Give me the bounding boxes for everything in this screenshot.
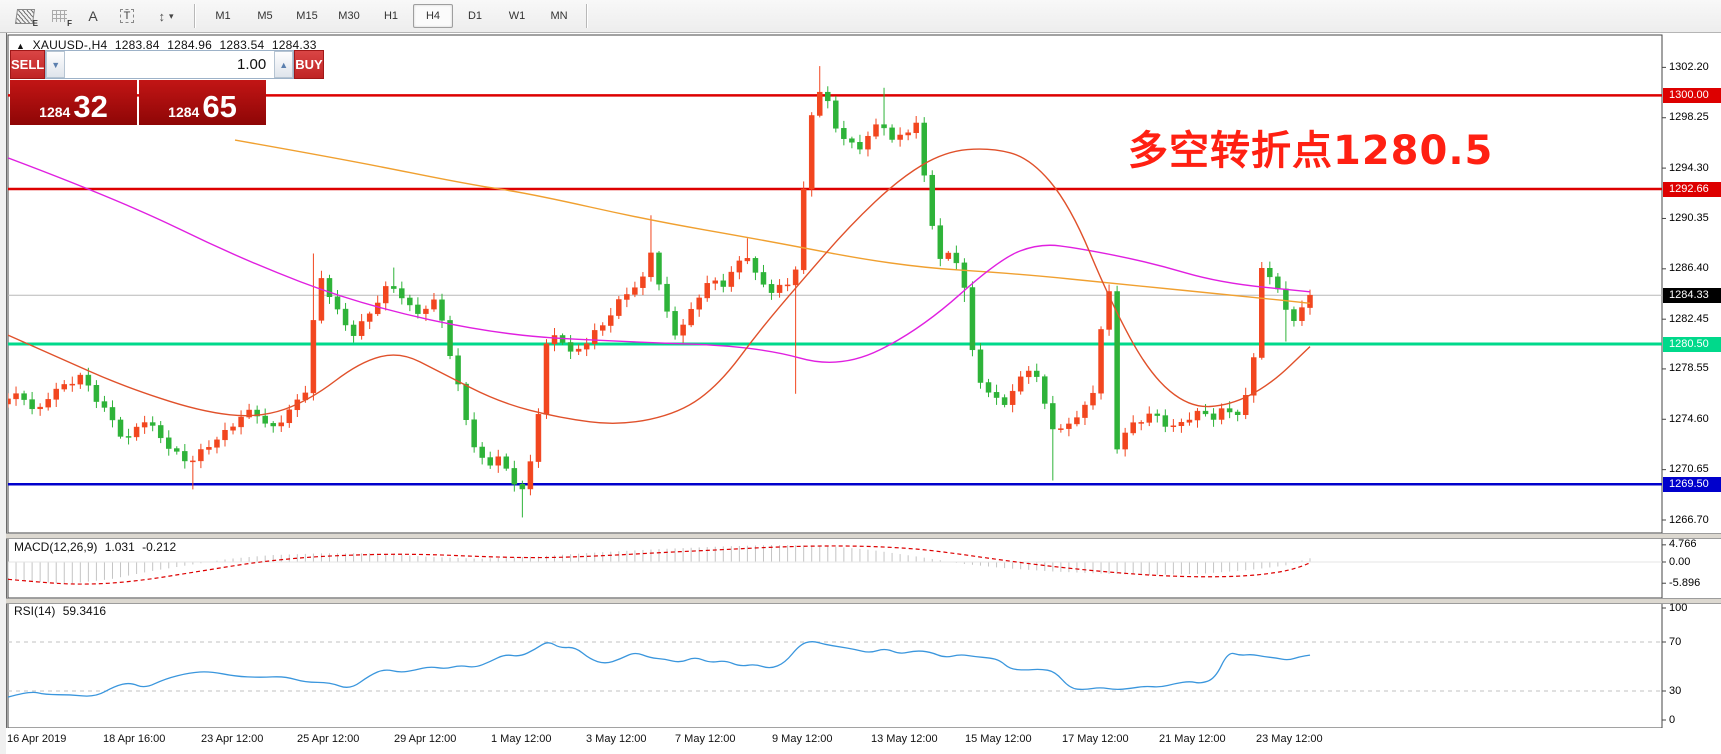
price-axis-tick-label: 1298.25 [1669,111,1709,124]
candles-layer [8,66,1313,518]
timeframe-button-h4[interactable]: H4 [413,4,453,28]
macd-axis-label: 4.766 [1669,538,1697,551]
price-axis-tick-label: 1274.60 [1669,412,1709,425]
low-value: 1283.54 [219,38,265,52]
time-axis-label: 7 May 12:00 [675,733,736,745]
main-panel-frame [7,34,1663,534]
time-axis-label: 29 Apr 12:00 [394,733,457,745]
time-axis-label: 9 May 12:00 [772,733,833,745]
time-axis-label: 21 May 12:00 [1159,733,1226,745]
time-axis-label: 17 May 12:00 [1062,733,1129,745]
price-level-tag: 1300.00 [1663,87,1721,103]
macd-axis-label: 0.00 [1669,555,1691,568]
time-axis-label: 3 May 12:00 [586,733,647,745]
buy-price-pane[interactable]: 1284 65 [139,80,266,125]
timeframe-button-mn[interactable]: MN [550,10,568,22]
grid-template-icon[interactable]: F [43,3,75,29]
ma-slow-orange [234,139,1311,304]
price-axis-tick-label: 1290.35 [1669,211,1709,224]
buy-price-small: 1284 [168,104,200,120]
arrow-objects-icon[interactable]: ↕ ▾ [158,8,174,24]
text-label-icon[interactable]: A [88,8,98,24]
sell-price-big: 32 [73,89,108,124]
price-axis-column[interactable] [1663,33,1721,754]
timeframe-button-h1[interactable]: H1 [383,10,399,22]
time-axis-strip[interactable] [6,728,1721,754]
open-value: 1283.84 [114,38,160,52]
price-axis-tick-label: 1302.20 [1669,60,1709,73]
price-axis-tick-label: 1266.70 [1669,513,1709,526]
rsi-axis-label: 70 [1669,635,1682,648]
timeframe-button-m30[interactable]: M30 [338,10,360,22]
moving-averages-layer [8,139,1311,424]
rsi-layer [8,641,1662,698]
timeframe-button-m5[interactable]: M5 [257,10,273,22]
macd-axis-label: -5.896 [1669,576,1701,589]
timeframe-button-m15[interactable]: M15 [296,10,318,22]
time-axis-label: 25 Apr 12:00 [297,733,360,745]
chart-annotation-text: 多空转折点1280.5 [1128,128,1494,174]
price-level-tag: 1292.66 [1663,181,1721,197]
time-axis-label: 1 May 12:00 [491,733,552,745]
sell-price-pane[interactable]: 1284 32 [10,80,137,125]
close-value: 1284.33 [271,38,317,52]
sell-price-small: 1284 [39,104,71,120]
macd-splitter[interactable] [6,533,1721,539]
macd-signal-line [8,545,1311,585]
volume-down-button[interactable]: ▼ [46,51,66,78]
one-click-trade-panel: SELL ▼ ▲ BUY 1284 32 1284 65 [10,50,324,125]
price-axis-tick-label: 1270.65 [1669,463,1709,476]
timeframe-button-m1[interactable]: M1 [215,10,231,22]
time-axis-label: 13 May 12:00 [871,733,938,745]
time-axis-label: 23 May 12:00 [1256,733,1323,745]
symbol-marker-icon: ▲ [16,41,26,51]
symbol-label: XAUUSD-,H4 [32,38,108,52]
buy-button[interactable]: BUY [294,50,324,79]
time-axis-label: 16 Apr 2019 [7,733,67,745]
time-axis-label: 18 Apr 16:00 [103,733,166,745]
rsi-value: 59.3416 [62,604,107,618]
timeframe-button-w1[interactable]: W1 [508,10,526,22]
macd-layer [8,545,1662,585]
indicators-hatch-icon[interactable]: E [9,3,41,29]
volume-input[interactable] [65,51,275,78]
text-box-icon[interactable]: T [111,3,143,29]
timeframe-group: M1 M5 M15 M30 H1 H4 D1 W1 MN [202,4,580,28]
timeframe-button-d1[interactable]: D1 [467,10,483,22]
time-axis-label: 15 May 12:00 [965,733,1032,745]
chevron-down-icon: ▾ [168,10,174,21]
rsi-splitter[interactable] [6,598,1721,604]
rsi-axis-label: 30 [1669,684,1682,697]
time-axis-label: 23 Apr 12:00 [201,733,264,745]
ma-mid-magenta [8,157,1311,363]
macd-label: MACD(12,26,9) 1.031 -0.212 [14,540,177,554]
rsi-line [8,641,1311,698]
toolbar: E F A T ↕ ▾ M1 M5 M15 M30 H1 H4 D1 W1 MN [0,0,1721,33]
rsi-label: RSI(14) 59.3416 [14,604,107,618]
macd-value: 1.031 [104,540,135,554]
rsi-panel-frame [7,601,1663,729]
ma-fast-red [8,148,1311,424]
price-axis-tick-label: 1294.30 [1669,161,1709,174]
toolbar-separator [586,4,588,28]
rsi-axis-label: 0 [1669,713,1676,726]
price-axis-tick-label: 1282.45 [1669,312,1709,325]
price-axis-tick-label: 1286.40 [1669,262,1709,275]
macd-signal-value: -0.212 [142,540,177,554]
volume-up-button[interactable]: ▲ [274,51,294,78]
toolbar-separator [194,4,196,28]
current-price-tag: 1284.33 [1663,287,1721,303]
sell-button[interactable]: SELL [10,50,46,79]
ohlc-header: ▲ XAUUSD-,H4 1283.84 1284.96 1283.54 128… [16,38,321,52]
price-axis-tick-label: 1278.55 [1669,362,1709,375]
price-level-tag: 1280.50 [1663,336,1721,352]
price-level-tag: 1269.50 [1663,476,1721,492]
level-lines-layer [8,94,1662,486]
high-value: 1284.96 [167,38,212,52]
rsi-axis-label: 100 [1669,601,1688,614]
buy-price-big: 65 [202,89,237,124]
